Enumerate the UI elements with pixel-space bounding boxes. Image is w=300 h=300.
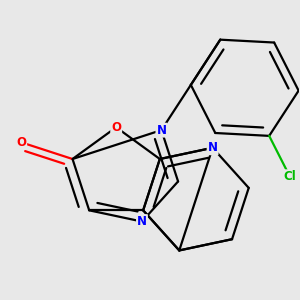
Text: O: O [16, 136, 26, 149]
Text: N: N [156, 124, 167, 136]
Text: N: N [137, 215, 147, 228]
Text: O: O [111, 121, 121, 134]
Text: Cl: Cl [284, 170, 296, 183]
Text: N: N [208, 141, 218, 154]
